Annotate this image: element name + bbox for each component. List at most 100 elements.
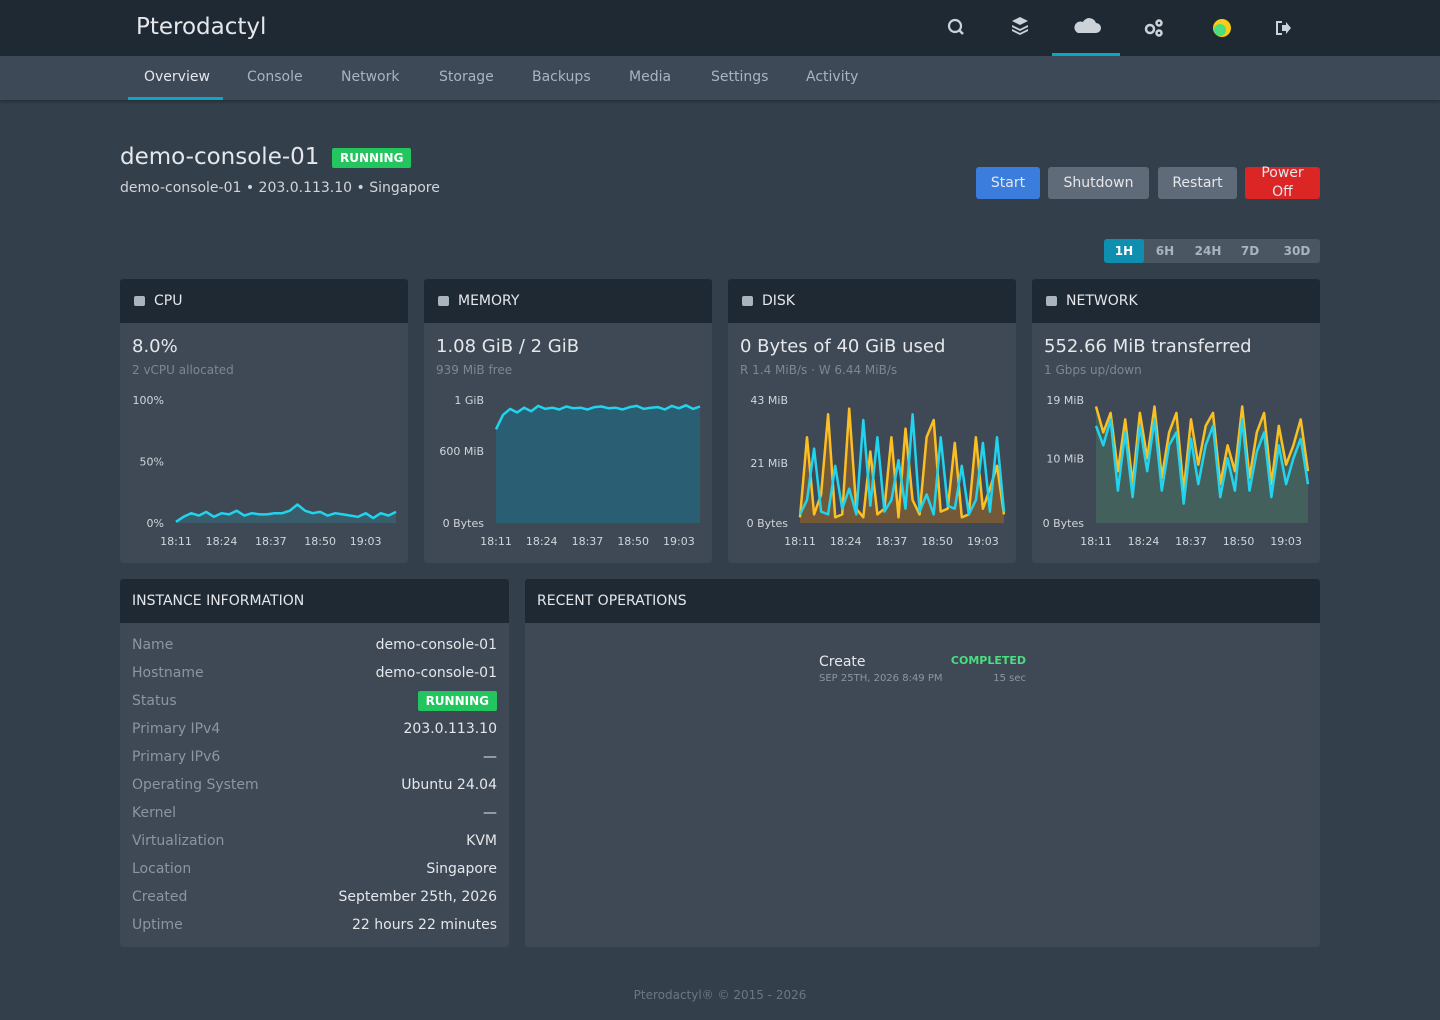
chart-area bbox=[496, 405, 700, 523]
x-tick-label: 18:37 bbox=[572, 535, 604, 548]
instance-card: INSTANCE INFORMATION bbox=[120, 579, 509, 947]
x-tick-label: 18:50 bbox=[304, 535, 336, 548]
x-tick-label: 18:11 bbox=[1080, 535, 1112, 548]
icon-shape bbox=[742, 296, 753, 306]
info-value: 22 hours 22 minutes bbox=[351, 917, 497, 933]
stat-icon bbox=[742, 296, 753, 306]
x-tick-label: 18:11 bbox=[480, 535, 512, 548]
range-button[interactable]: 24H bbox=[1194, 244, 1222, 258]
y-tick-label: 0% bbox=[147, 517, 164, 530]
y-tick-label: 0 Bytes bbox=[443, 517, 485, 530]
chart-line bbox=[1094, 418, 1310, 505]
stat-title: DISK bbox=[762, 293, 795, 309]
stat-icon bbox=[438, 296, 449, 306]
info-label: Location bbox=[132, 861, 192, 877]
y-tick-label: 50% bbox=[140, 456, 164, 469]
status-badge: RUNNING bbox=[332, 148, 412, 168]
stat-header: MEMORY bbox=[424, 279, 712, 323]
stat-value: 1.08 GiB / 2 GiB bbox=[436, 336, 580, 357]
top-bar bbox=[0, 0, 1440, 56]
icon-shape bbox=[438, 296, 449, 306]
info-value: demo-console-01 bbox=[375, 637, 497, 653]
tab[interactable]: Activity bbox=[806, 69, 859, 85]
avatar-icon[interactable] bbox=[1213, 19, 1231, 37]
x-tick-label: 19:03 bbox=[967, 535, 999, 548]
x-tick-label: 19:03 bbox=[663, 535, 695, 548]
start-button[interactable]: Start bbox=[976, 167, 1040, 199]
chart-line bbox=[175, 503, 397, 523]
stat-icon bbox=[1046, 296, 1057, 306]
info-label: Uptime bbox=[132, 917, 183, 933]
info-label: Operating System bbox=[132, 777, 259, 793]
poweroff-button[interactable]: Power Off bbox=[1245, 165, 1320, 200]
stat-chart: 0 Bytes 600 MiB 1 GiB 18:11 18:24 18:37 18:50 1… bbox=[439, 394, 701, 548]
info-label: Hostname bbox=[132, 665, 204, 681]
range-button[interactable]: 30D bbox=[1283, 244, 1311, 258]
stat-chart: 0 Bytes 21 MiB 43 MiB 18:11 18:24 18:37 18:50 1… bbox=[747, 394, 1006, 548]
layers-icon[interactable] bbox=[1012, 17, 1028, 35]
chart-line bbox=[798, 407, 1006, 519]
range-button[interactable]: 6H bbox=[1155, 244, 1175, 258]
info-value: September 25th, 2026 bbox=[338, 889, 497, 905]
stat-value: 8.0% bbox=[132, 336, 178, 357]
stat-header: DISK bbox=[728, 279, 1016, 323]
operations-card: RECENT OPERATIONS bbox=[525, 579, 1320, 947]
info-value: demo-console-01 bbox=[375, 665, 497, 681]
info-value: — bbox=[483, 805, 497, 821]
cloud-icon[interactable] bbox=[1074, 18, 1101, 33]
op-status: COMPLETED bbox=[950, 654, 1026, 667]
stat-chart: 0 Bytes 10 MiB 19 MiB 18:11 18:24 18:37 18:50 1… bbox=[1043, 394, 1310, 548]
server-name: demo-console-01 bbox=[120, 144, 320, 170]
sub-nav bbox=[0, 56, 1440, 100]
y-tick-label: 0 Bytes bbox=[747, 517, 789, 530]
y-tick-label: 600 MiB bbox=[439, 445, 484, 458]
tab[interactable]: Media bbox=[629, 69, 672, 85]
info-value: Singapore bbox=[426, 861, 497, 877]
chart-line bbox=[494, 404, 701, 430]
y-tick-label: 0 Bytes bbox=[1043, 517, 1085, 530]
stat-title: CPU bbox=[154, 293, 183, 309]
info-label: Kernel bbox=[132, 805, 176, 821]
nav-icons bbox=[947, 0, 1291, 56]
stat-value: 0 Bytes of 40 GiB used bbox=[740, 336, 946, 357]
cogs-icon[interactable] bbox=[1144, 19, 1163, 37]
tab[interactable]: Settings bbox=[711, 69, 769, 85]
footer: Pterodactyl® © 2015 - 2026 bbox=[633, 988, 807, 1002]
tab[interactable]: Backups bbox=[532, 69, 591, 85]
info-value: 203.0.113.10 bbox=[403, 721, 497, 737]
logout-icon[interactable] bbox=[1276, 21, 1291, 35]
info-label: Status bbox=[132, 693, 177, 709]
info-label: Primary IPv6 bbox=[132, 749, 221, 765]
icon-shape bbox=[1046, 296, 1057, 306]
x-tick-label: 18:50 bbox=[1223, 535, 1255, 548]
x-tick-label: 18:37 bbox=[1175, 535, 1207, 548]
shutdown-button[interactable]: Shutdown bbox=[1048, 167, 1149, 199]
tab[interactable]: Network bbox=[341, 69, 400, 85]
x-tick-label: 19:03 bbox=[350, 535, 382, 548]
x-tick-label: 18:24 bbox=[1128, 535, 1160, 548]
stat-sub: R 1.4 MiB/s · W 6.44 MiB/s bbox=[740, 363, 898, 377]
tab[interactable]: Console bbox=[247, 69, 303, 85]
stat-sub: 1 Gbps up/down bbox=[1044, 363, 1142, 377]
info-label: Created bbox=[132, 889, 188, 905]
icon-shape bbox=[134, 296, 145, 306]
range-button[interactable]: 1H bbox=[1104, 239, 1144, 263]
brand[interactable]: Pterodactyl bbox=[136, 14, 267, 40]
instance-title: INSTANCE INFORMATION bbox=[120, 579, 509, 623]
tab[interactable]: Storage bbox=[439, 69, 494, 85]
stat-title: NETWORK bbox=[1066, 293, 1138, 309]
range-button[interactable]: 7D bbox=[1240, 244, 1260, 258]
info-value: KVM bbox=[466, 833, 497, 849]
op-duration: 15 sec bbox=[993, 673, 1026, 684]
info-badge: RUNNING bbox=[417, 691, 497, 711]
y-tick-label: 1 GiB bbox=[454, 394, 484, 407]
stat-sub: 939 MiB free bbox=[436, 363, 513, 377]
x-tick-label: 19:03 bbox=[1270, 535, 1302, 548]
search-icon[interactable] bbox=[947, 18, 964, 35]
x-tick-label: 18:50 bbox=[617, 535, 649, 548]
y-tick-label: 21 MiB bbox=[750, 457, 788, 470]
tab-underline bbox=[128, 97, 223, 100]
y-tick-label: 10 MiB bbox=[1046, 452, 1084, 465]
tab[interactable]: Overview bbox=[144, 69, 210, 85]
restart-button[interactable]: Restart bbox=[1158, 167, 1237, 199]
